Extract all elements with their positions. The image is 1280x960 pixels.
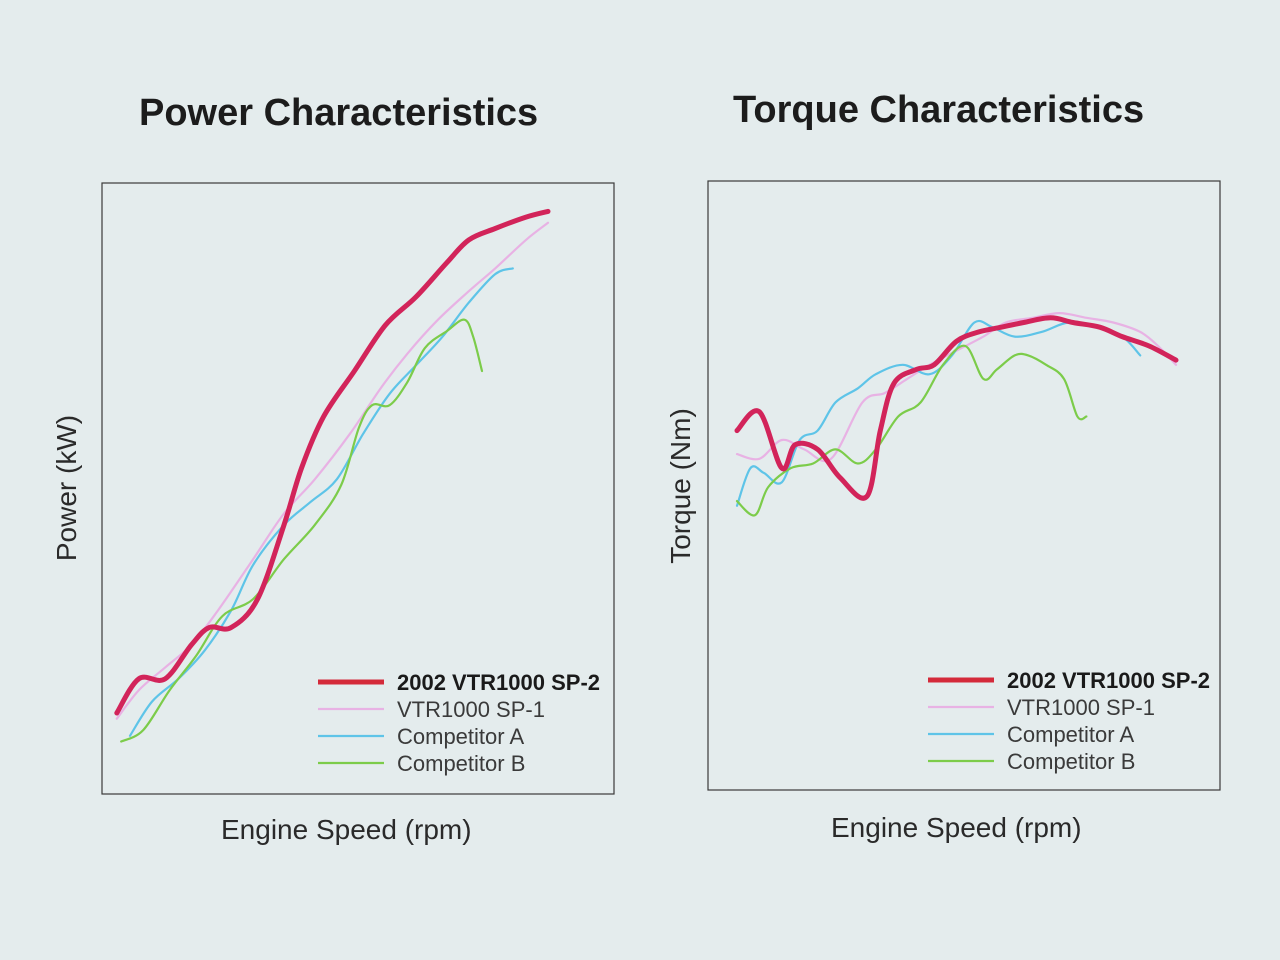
- torque-legend-label-0: 2002 VTR1000 SP-2: [1007, 668, 1210, 693]
- power-series-line-3: [120, 318, 484, 743]
- power-chart-title: Power Characteristics: [139, 92, 539, 134]
- power-series-line-2: [128, 267, 514, 737]
- torque-series-line-3: [735, 344, 1088, 517]
- torque-series-line-0: [734, 315, 1179, 501]
- torque-plot-frame: [707, 180, 1221, 791]
- torque-chart-title: Torque Characteristics: [733, 89, 1145, 131]
- power-x-axis-label: Engine Speed (rpm): [221, 814, 472, 845]
- torque-legend-label-2: Competitor A: [1007, 722, 1134, 747]
- power-legend-label-0: 2002 VTR1000 SP-2: [397, 670, 600, 695]
- torque-series-line-1: [735, 312, 1178, 463]
- torque-x-axis-label: Engine Speed (rpm): [831, 812, 1082, 843]
- power-plot-frame: [101, 182, 615, 795]
- power-series-line-0: [114, 208, 551, 716]
- power-series-line-1: [115, 221, 550, 720]
- power-legend-label-2: Competitor A: [397, 724, 524, 749]
- torque-series-line-2: [735, 319, 1142, 507]
- power-legend-label-3: Competitor B: [397, 751, 525, 776]
- torque-legend-label-1: VTR1000 SP-1: [1007, 695, 1155, 720]
- power-legend-label-1: VTR1000 SP-1: [397, 697, 545, 722]
- torque-legend-label-3: Competitor B: [1007, 749, 1135, 774]
